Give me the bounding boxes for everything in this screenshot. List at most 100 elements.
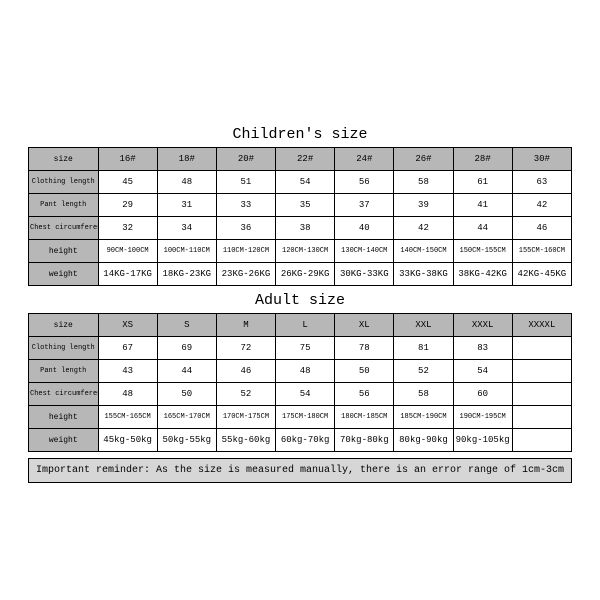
table-cell: 39 [394,194,453,217]
children-col-6: 28# [453,148,512,171]
children-col-7: 30# [512,148,571,171]
adult-col-0: XS [98,314,157,337]
adult-label-chest: Chest circumference 1/2 [29,383,99,406]
table-cell [512,337,571,360]
table-cell: 44 [157,360,216,383]
children-label-clothing: Clothing length [29,171,99,194]
table-cell: 58 [394,383,453,406]
table-cell: 45kg-50kg [98,429,157,452]
table-cell: 83 [453,337,512,360]
adult-col-7: XXXXL [512,314,571,337]
table-cell: 35 [276,194,335,217]
table-cell: 60kg-70kg [276,429,335,452]
table-cell: 100CM-110CM [157,240,216,263]
table-cell: 56 [335,171,394,194]
table-cell [512,406,571,429]
table-cell [512,429,571,452]
table-cell [512,360,571,383]
table-cell: 80kg-90kg [394,429,453,452]
table-cell: 63 [512,171,571,194]
table-cell: 50 [335,360,394,383]
table-cell: 37 [335,194,394,217]
table-cell: 75 [276,337,335,360]
adult-label-pant: Pant length [29,360,99,383]
children-title: Children's size [28,126,572,143]
table-cell: 61 [453,171,512,194]
table-cell: 14KG-17KG [98,263,157,286]
table-cell: 33KG-38KG [394,263,453,286]
table-cell: 50 [157,383,216,406]
table-cell: 54 [276,171,335,194]
table-cell: 54 [276,383,335,406]
table-cell: 42 [512,194,571,217]
table-cell: 180CM-185CM [335,406,394,429]
table-cell: 155CM-160CM [512,240,571,263]
table-cell: 110CM-120CM [216,240,275,263]
children-label-weight: weight [29,263,99,286]
children-col-3: 22# [276,148,335,171]
table-cell: 46 [512,217,571,240]
children-size-table: size 16# 18# 20# 22# 24# 26# 28# 30# Clo… [28,147,572,286]
children-col-5: 26# [394,148,453,171]
table-cell: 42KG-45KG [512,263,571,286]
table-cell: 55kg-60kg [216,429,275,452]
table-cell: 48 [276,360,335,383]
children-label-height: height [29,240,99,263]
table-cell: 45 [98,171,157,194]
adult-col-1: S [157,314,216,337]
table-cell: 52 [394,360,453,383]
adult-col-3: L [276,314,335,337]
adult-col-6: XXXL [453,314,512,337]
table-cell: 32 [98,217,157,240]
table-cell: 31 [157,194,216,217]
table-cell: 165CM-170CM [157,406,216,429]
table-cell: 120CM-130CM [276,240,335,263]
table-cell: 150CM-155CM [453,240,512,263]
table-cell: 140CM-150CM [394,240,453,263]
table-cell: 90kg-105kg [453,429,512,452]
table-cell: 23KG-26KG [216,263,275,286]
table-cell: 72 [216,337,275,360]
table-cell: 52 [216,383,275,406]
table-cell: 69 [157,337,216,360]
table-cell: 48 [98,383,157,406]
table-cell: 67 [98,337,157,360]
table-cell: 170CM-175CM [216,406,275,429]
table-cell: 26KG-29KG [276,263,335,286]
table-cell: 40 [335,217,394,240]
table-cell: 38KG-42KG [453,263,512,286]
table-cell: 190CM-195CM [453,406,512,429]
table-cell: 36 [216,217,275,240]
children-col-1: 18# [157,148,216,171]
table-cell: 30KG-33KG [335,263,394,286]
adult-title: Adult size [28,292,572,309]
adult-col-2: M [216,314,275,337]
important-reminder: Important reminder: As the size is measu… [28,458,572,483]
table-cell: 90CM-100CM [98,240,157,263]
table-cell: 33 [216,194,275,217]
table-cell: 70kg-80kg [335,429,394,452]
adult-col-4: XL [335,314,394,337]
table-cell: 130CM-140CM [335,240,394,263]
table-cell: 58 [394,171,453,194]
children-col-0: 16# [98,148,157,171]
adult-label-height: height [29,406,99,429]
table-cell: 42 [394,217,453,240]
table-cell: 78 [335,337,394,360]
table-cell: 44 [453,217,512,240]
adult-label-weight: weight [29,429,99,452]
table-cell: 46 [216,360,275,383]
children-label-pant: Pant length [29,194,99,217]
table-cell: 56 [335,383,394,406]
table-cell: 50kg-55kg [157,429,216,452]
adult-label-clothing: Clothing length [29,337,99,360]
table-cell: 29 [98,194,157,217]
adult-size-table: size XS S M L XL XXL XXXL XXXXL Clothing… [28,313,572,452]
table-cell: 81 [394,337,453,360]
children-label-size: size [29,148,99,171]
table-cell: 155CM-165CM [98,406,157,429]
table-cell [512,383,571,406]
adult-label-size: size [29,314,99,337]
table-cell: 60 [453,383,512,406]
table-cell: 34 [157,217,216,240]
